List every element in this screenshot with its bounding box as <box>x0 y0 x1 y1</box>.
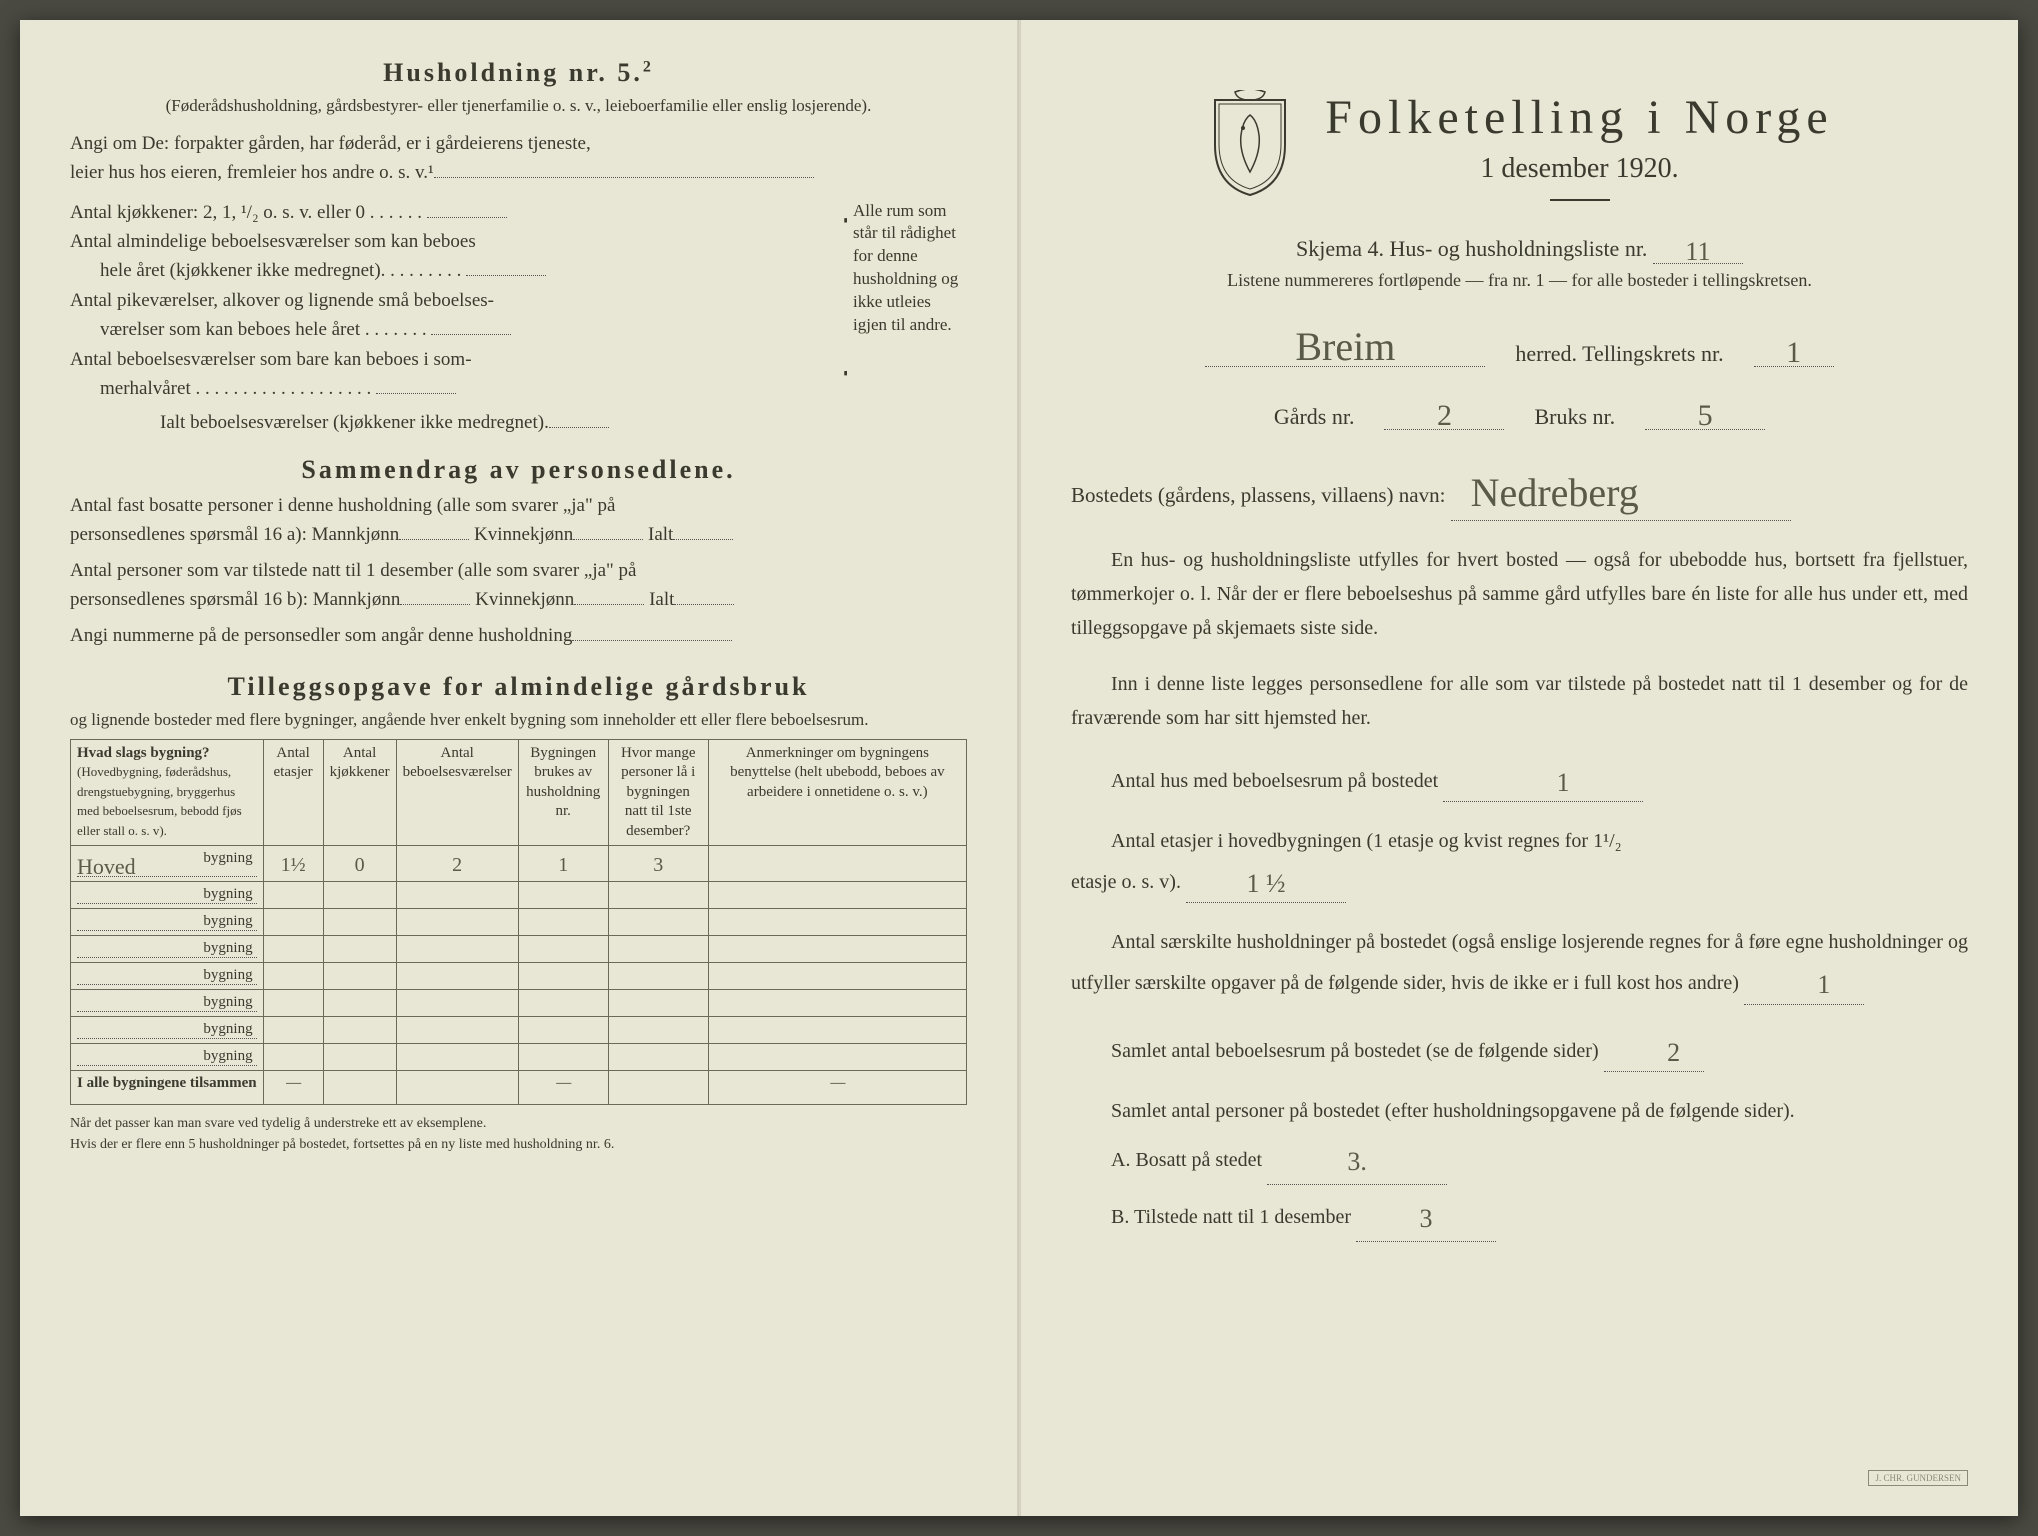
herred-row: Breim herred. Tellingskrets nr. 1 <box>1071 319 1968 367</box>
th-vaerelser: Antal beboelsesværelser <box>396 739 518 846</box>
household-heading: Husholdning nr. 5.2 <box>70 58 967 88</box>
document-spread: Husholdning nr. 5.2 (Føderådshusholdning… <box>20 20 2018 1516</box>
brace-text: Alle rum som står til rådighet for denne… <box>847 192 967 438</box>
coat-of-arms-icon <box>1205 90 1295 200</box>
rooms-2a: Antal pikeværelser, alkover og lignende … <box>70 286 827 315</box>
hw-bruks: 5 <box>1698 399 1713 432</box>
th-type: Hvad slags bygning? (Hovedbygning, føder… <box>71 739 264 846</box>
th-kjokken: Antal kjøkkener <box>323 739 396 846</box>
rooms-total: Ialt beboelsesværelser (kjøkkener ikke m… <box>70 408 827 437</box>
table-row: bygning <box>71 990 967 1017</box>
para-2: Inn i denne liste legges personsedlene f… <box>1071 667 1968 735</box>
tillegg-heading: Tilleggsopgave for almindelige gårdsbruk <box>70 672 967 702</box>
left-page: Husholdning nr. 5.2 (Føderådshusholdning… <box>20 20 1018 1516</box>
answer-A: A. Bosatt på stedet 3. <box>1111 1132 1968 1185</box>
table-row: Hovedbygning 1½ 0 2 1 3 <box>71 846 967 882</box>
table-row: bygning <box>71 1044 967 1071</box>
angi-line-1: Angi om De: forpakter gården, har føderå… <box>70 129 967 158</box>
table-total-row: I alle bygningene tilsammen — — — <box>71 1071 967 1105</box>
th-anm: Anmerkninger om bygningens benyttelse (h… <box>708 739 966 846</box>
household-sub: (Føderådshusholdning, gårdsbestyrer- ell… <box>70 94 967 119</box>
hw-qB: 3 <box>1420 1204 1433 1233</box>
table-row: bygning <box>71 963 967 990</box>
q2-row: Antal etasjer i hovedbygningen (1 etasje… <box>1071 824 1968 858</box>
table-row: bygning <box>71 936 967 963</box>
para-1: En hus- og husholdningsliste utfylles fo… <box>1071 543 1968 645</box>
footnote-2: Hvis der er flere enn 5 husholdninger på… <box>70 1136 967 1155</box>
summary-heading: Sammendrag av personsedlene. <box>70 455 967 485</box>
hw-gards: 2 <box>1437 399 1452 432</box>
th-hushold: Bygningen brukes av husholdning nr. <box>518 739 608 846</box>
sum-2a: Antal personer som var tilstede natt til… <box>70 556 967 585</box>
table-row: bygning <box>71 1017 967 1044</box>
th-personer: Hvor mange personer lå i bygningen natt … <box>608 739 708 846</box>
q1-row: Antal hus med beboelsesrum på bostedet 1 <box>1071 757 1968 802</box>
title-rule <box>1550 199 1610 201</box>
skjema-line: Skjema 4. Hus- og husholdningsliste nr. … <box>1071 233 1968 264</box>
hw-qA: 3. <box>1347 1147 1367 1176</box>
rooms-1a: Antal almindelige beboelsesværelser som … <box>70 227 827 256</box>
hw-q1: 1 <box>1557 768 1570 797</box>
q4-row: Samlet antal beboelsesrum på bostedet (s… <box>1071 1027 1968 1072</box>
hw-q3: 1 <box>1817 970 1830 999</box>
rooms-3a: Antal beboelsesværelser som bare kan beb… <box>70 345 827 374</box>
total-label: I alle bygningene tilsammen <box>71 1071 264 1105</box>
angi-line-2: leier hus hos eieren, fremleier hos andr… <box>70 158 967 187</box>
answer-B: B. Tilstede natt til 1 desember 3 <box>1111 1189 1968 1242</box>
sub-line: Listene nummereres fortløpende — fra nr.… <box>1071 270 1968 291</box>
title-text: Folketelling i Norge 1 desember 1920. <box>1325 90 1833 223</box>
sub-title: 1 desember 1920. <box>1325 153 1833 185</box>
q2b-row: etasje o. s. v). 1 ½ <box>1071 858 1968 903</box>
title-block: Folketelling i Norge 1 desember 1920. <box>1071 90 1968 223</box>
sum-3: Angi nummerne på de personsedler som ang… <box>70 621 967 650</box>
rooms-block: Antal kjøkkener: 2, 1, ¹/₂ o. s. v. elle… <box>70 192 967 438</box>
rooms-1b: hele året (kjøkkener ikke medregnet). . … <box>70 256 827 285</box>
hw-q4: 2 <box>1667 1038 1680 1067</box>
hw-q2: 1 ½ <box>1246 869 1285 898</box>
hw-krets: 1 <box>1786 336 1801 369</box>
main-title: Folketelling i Norge <box>1325 90 1833 145</box>
sum-1b: personsedlenes spørsmål 16 a): Mannkjønn… <box>70 520 967 549</box>
kjokken-line: Antal kjøkkener: 2, 1, ¹/₂ o. s. v. elle… <box>70 198 827 227</box>
q3-row: Antal særskilte husholdninger på bostede… <box>1071 925 1968 1004</box>
table-row: bygning <box>71 909 967 936</box>
rooms-3b: merhalvåret . . . . . . . . . . . . . . … <box>70 374 827 403</box>
table-row: bygning <box>71 882 967 909</box>
footnote-1: Når det passer kan man svare ved tydelig… <box>70 1115 967 1134</box>
hw-bosted: Nedreberg <box>1471 470 1639 515</box>
brace-glyph: } <box>827 192 847 438</box>
table-body: Hovedbygning 1½ 0 2 1 3 bygning bygning … <box>71 846 967 1071</box>
th-etasjer: Antal etasjer <box>263 739 323 846</box>
building-table: Hvad slags bygning? (Hovedbygning, føder… <box>70 739 967 1106</box>
sum-2b: personsedlenes spørsmål 16 b): Mannkjønn… <box>70 585 967 614</box>
hw-list-nr: 11 <box>1685 237 1710 266</box>
sum-1a: Antal fast bosatte personer i denne hush… <box>70 491 967 520</box>
bosted-row: Bostedets (gårdens, plassens, villaens) … <box>1071 458 1968 521</box>
rooms-2b: værelser som kan beboes hele året . . . … <box>70 315 827 344</box>
hw-herred: Breim <box>1295 324 1395 369</box>
right-page: Folketelling i Norge 1 desember 1920. Sk… <box>1020 20 2018 1516</box>
gards-row: Gårds nr. 2 Bruks nr. 5 <box>1071 395 1968 430</box>
printer-stamp: J. CHR. GUNDERSEN <box>1868 1470 1968 1486</box>
table-head: Hvad slags bygning? (Hovedbygning, føder… <box>71 739 967 846</box>
q5-row: Samlet antal personer på bostedet (efter… <box>1071 1094 1968 1128</box>
tillegg-sub: og lignende bosteder med flere bygninger… <box>70 708 967 733</box>
